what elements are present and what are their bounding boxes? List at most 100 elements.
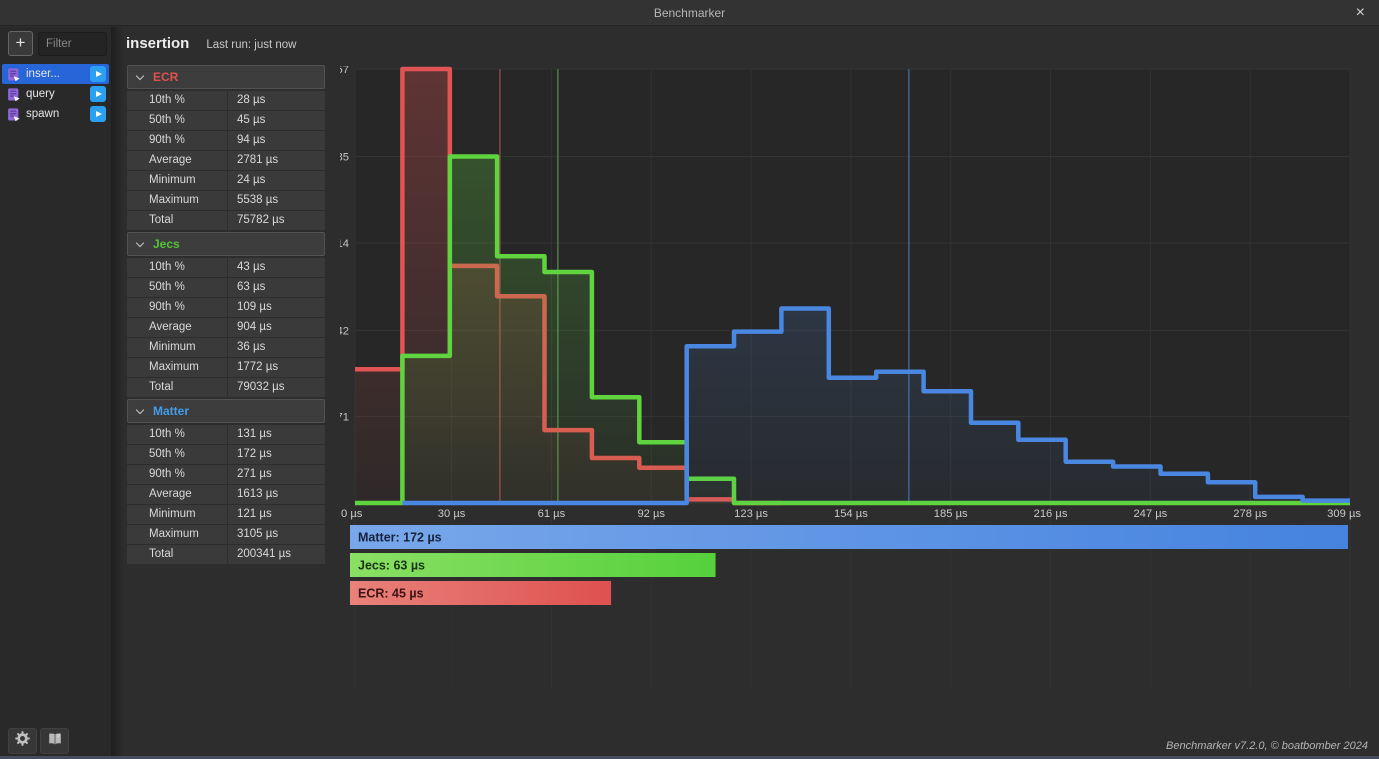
filter-input[interactable] xyxy=(38,31,107,56)
x-tick-label: 0 µs xyxy=(341,508,363,520)
stat-row: 10th % 43 µs xyxy=(127,258,325,277)
series-line-matter xyxy=(402,306,1350,506)
stat-label: Minimum xyxy=(127,338,227,357)
stat-value: 28 µs xyxy=(228,91,325,110)
histogram-chart: 71 142 214 285 357 0 µs 30 µs 61 µs 92 µs 123 µs 1… xyxy=(330,64,1362,690)
stat-label: Maximum xyxy=(127,525,227,544)
x-tick-label: 154 µs xyxy=(834,508,868,520)
stat-value: 1613 µs xyxy=(228,485,325,504)
stat-row: Average 1613 µs xyxy=(127,485,325,504)
section-header-ecr[interactable]: ECR xyxy=(127,65,325,89)
stat-value: 36 µs xyxy=(228,338,325,357)
stat-value: 3105 µs xyxy=(228,525,325,544)
stat-row: Minimum 24 µs xyxy=(127,171,325,190)
title-bar: Benchmarker × xyxy=(0,0,1379,26)
stat-label: Average xyxy=(127,151,227,170)
sidebar-bottom-toolbar xyxy=(8,728,69,754)
median-bar-label: Matter: 172 µs xyxy=(358,531,442,545)
window-bottom-strip xyxy=(0,756,1379,759)
x-tick-label: 309 µs xyxy=(1327,508,1361,520)
stat-value: 5538 µs xyxy=(228,191,325,210)
benchmark-label: spawn xyxy=(26,108,60,120)
stat-row: Minimum 36 µs xyxy=(127,338,325,357)
run-benchmark-button[interactable] xyxy=(90,66,106,82)
stat-value: 109 µs xyxy=(228,298,325,317)
median-bar-label: ECR: 45 µs xyxy=(358,587,424,601)
series-area-matter xyxy=(402,308,1350,503)
stat-label: 90th % xyxy=(127,298,227,317)
y-tick-label: 142 xyxy=(340,325,349,337)
script-run-icon xyxy=(7,67,20,81)
play-icon xyxy=(95,111,102,117)
stat-label: Maximum xyxy=(127,191,227,210)
stat-row: 90th % 94 µs xyxy=(127,131,325,150)
last-run-status: Last run: just now xyxy=(206,39,297,51)
stat-row: Average 904 µs xyxy=(127,318,325,337)
stat-label: Average xyxy=(127,318,227,337)
stat-row: Total 75782 µs xyxy=(127,211,325,230)
series-area-jecs xyxy=(355,156,1350,503)
script-run-icon xyxy=(7,107,20,121)
stat-row: Average 2781 µs xyxy=(127,151,325,170)
main-header: insertion Last run: just now xyxy=(126,35,296,52)
sidebar-item-1[interactable]: inser... xyxy=(2,64,109,84)
x-tick-label: 216 µs xyxy=(1034,508,1068,520)
add-benchmark-button[interactable]: + xyxy=(8,31,33,56)
stat-row: Maximum 1772 µs xyxy=(127,358,325,377)
section-header-matter[interactable]: Matter xyxy=(127,399,325,423)
x-tick-label: 123 µs xyxy=(734,508,768,520)
x-tick-label: 278 µs xyxy=(1233,508,1267,520)
y-tick-label: 71 xyxy=(340,412,349,424)
stat-value: 75782 µs xyxy=(228,211,325,230)
median-bar-ecr xyxy=(350,581,612,605)
stat-label: Minimum xyxy=(127,171,227,190)
stat-value: 63 µs xyxy=(228,278,325,297)
stat-row: Minimum 121 µs xyxy=(127,505,325,524)
sidebar-item-2[interactable]: query xyxy=(2,84,109,104)
gear-icon xyxy=(15,731,30,751)
chart-svg: 71 142 214 285 357 0 µs 30 µs 61 µs 92 µs 123 µs 1… xyxy=(330,64,1361,690)
stat-label: Maximum xyxy=(127,358,227,377)
x-tick-label: 185 µs xyxy=(934,508,968,520)
stat-label: 90th % xyxy=(127,465,227,484)
sidebar-toolbar: + xyxy=(0,27,111,62)
x-tick-label: 30 µs xyxy=(438,508,466,520)
close-icon[interactable]: × xyxy=(1355,4,1365,21)
stat-label: 50th % xyxy=(127,445,227,464)
section-name: ECR xyxy=(153,70,179,84)
stat-row: Maximum 3105 µs xyxy=(127,525,325,544)
stat-value: 121 µs xyxy=(228,505,325,524)
footer-credit: Benchmarker v7.2.0, © boatbomber 2024 xyxy=(1166,740,1368,752)
stat-value: 271 µs xyxy=(228,465,325,484)
y-tick-label: 357 xyxy=(340,66,349,76)
stat-label: 10th % xyxy=(127,91,227,110)
stat-row: 10th % 28 µs xyxy=(127,91,325,110)
app-body: + inser... query spawn xyxy=(0,27,1379,759)
stat-value: 24 µs xyxy=(228,171,325,190)
stat-label: Minimum xyxy=(127,505,227,524)
stats-panel: ECR 10th % 28 µs 50th % 45 µs 90th % 94 µs Aver… xyxy=(127,63,325,565)
settings-button[interactable] xyxy=(8,728,37,754)
docs-button[interactable] xyxy=(40,728,69,754)
stat-row: 90th % 271 µs xyxy=(127,465,325,484)
median-bar-jecs xyxy=(350,553,716,577)
stat-label: Average xyxy=(127,485,227,504)
script-run-icon xyxy=(7,87,20,101)
benchmark-label: query xyxy=(26,88,55,100)
open-book-icon xyxy=(47,731,63,752)
x-tick-label: 61 µs xyxy=(538,508,566,520)
stat-label: 50th % xyxy=(127,278,227,297)
stat-row: Total 200341 µs xyxy=(127,545,325,564)
run-benchmark-button[interactable] xyxy=(90,106,106,122)
sidebar-item-3[interactable]: spawn xyxy=(2,104,109,124)
stat-label: 10th % xyxy=(127,425,227,444)
stat-label: Total xyxy=(127,545,227,564)
stat-value: 43 µs xyxy=(228,258,325,277)
run-benchmark-button[interactable] xyxy=(90,86,106,102)
median-bar-label: Jecs: 63 µs xyxy=(358,559,425,573)
play-icon xyxy=(95,71,102,77)
stat-value: 1772 µs xyxy=(228,358,325,377)
section-header-jecs[interactable]: Jecs xyxy=(127,232,325,256)
stat-value: 172 µs xyxy=(228,445,325,464)
